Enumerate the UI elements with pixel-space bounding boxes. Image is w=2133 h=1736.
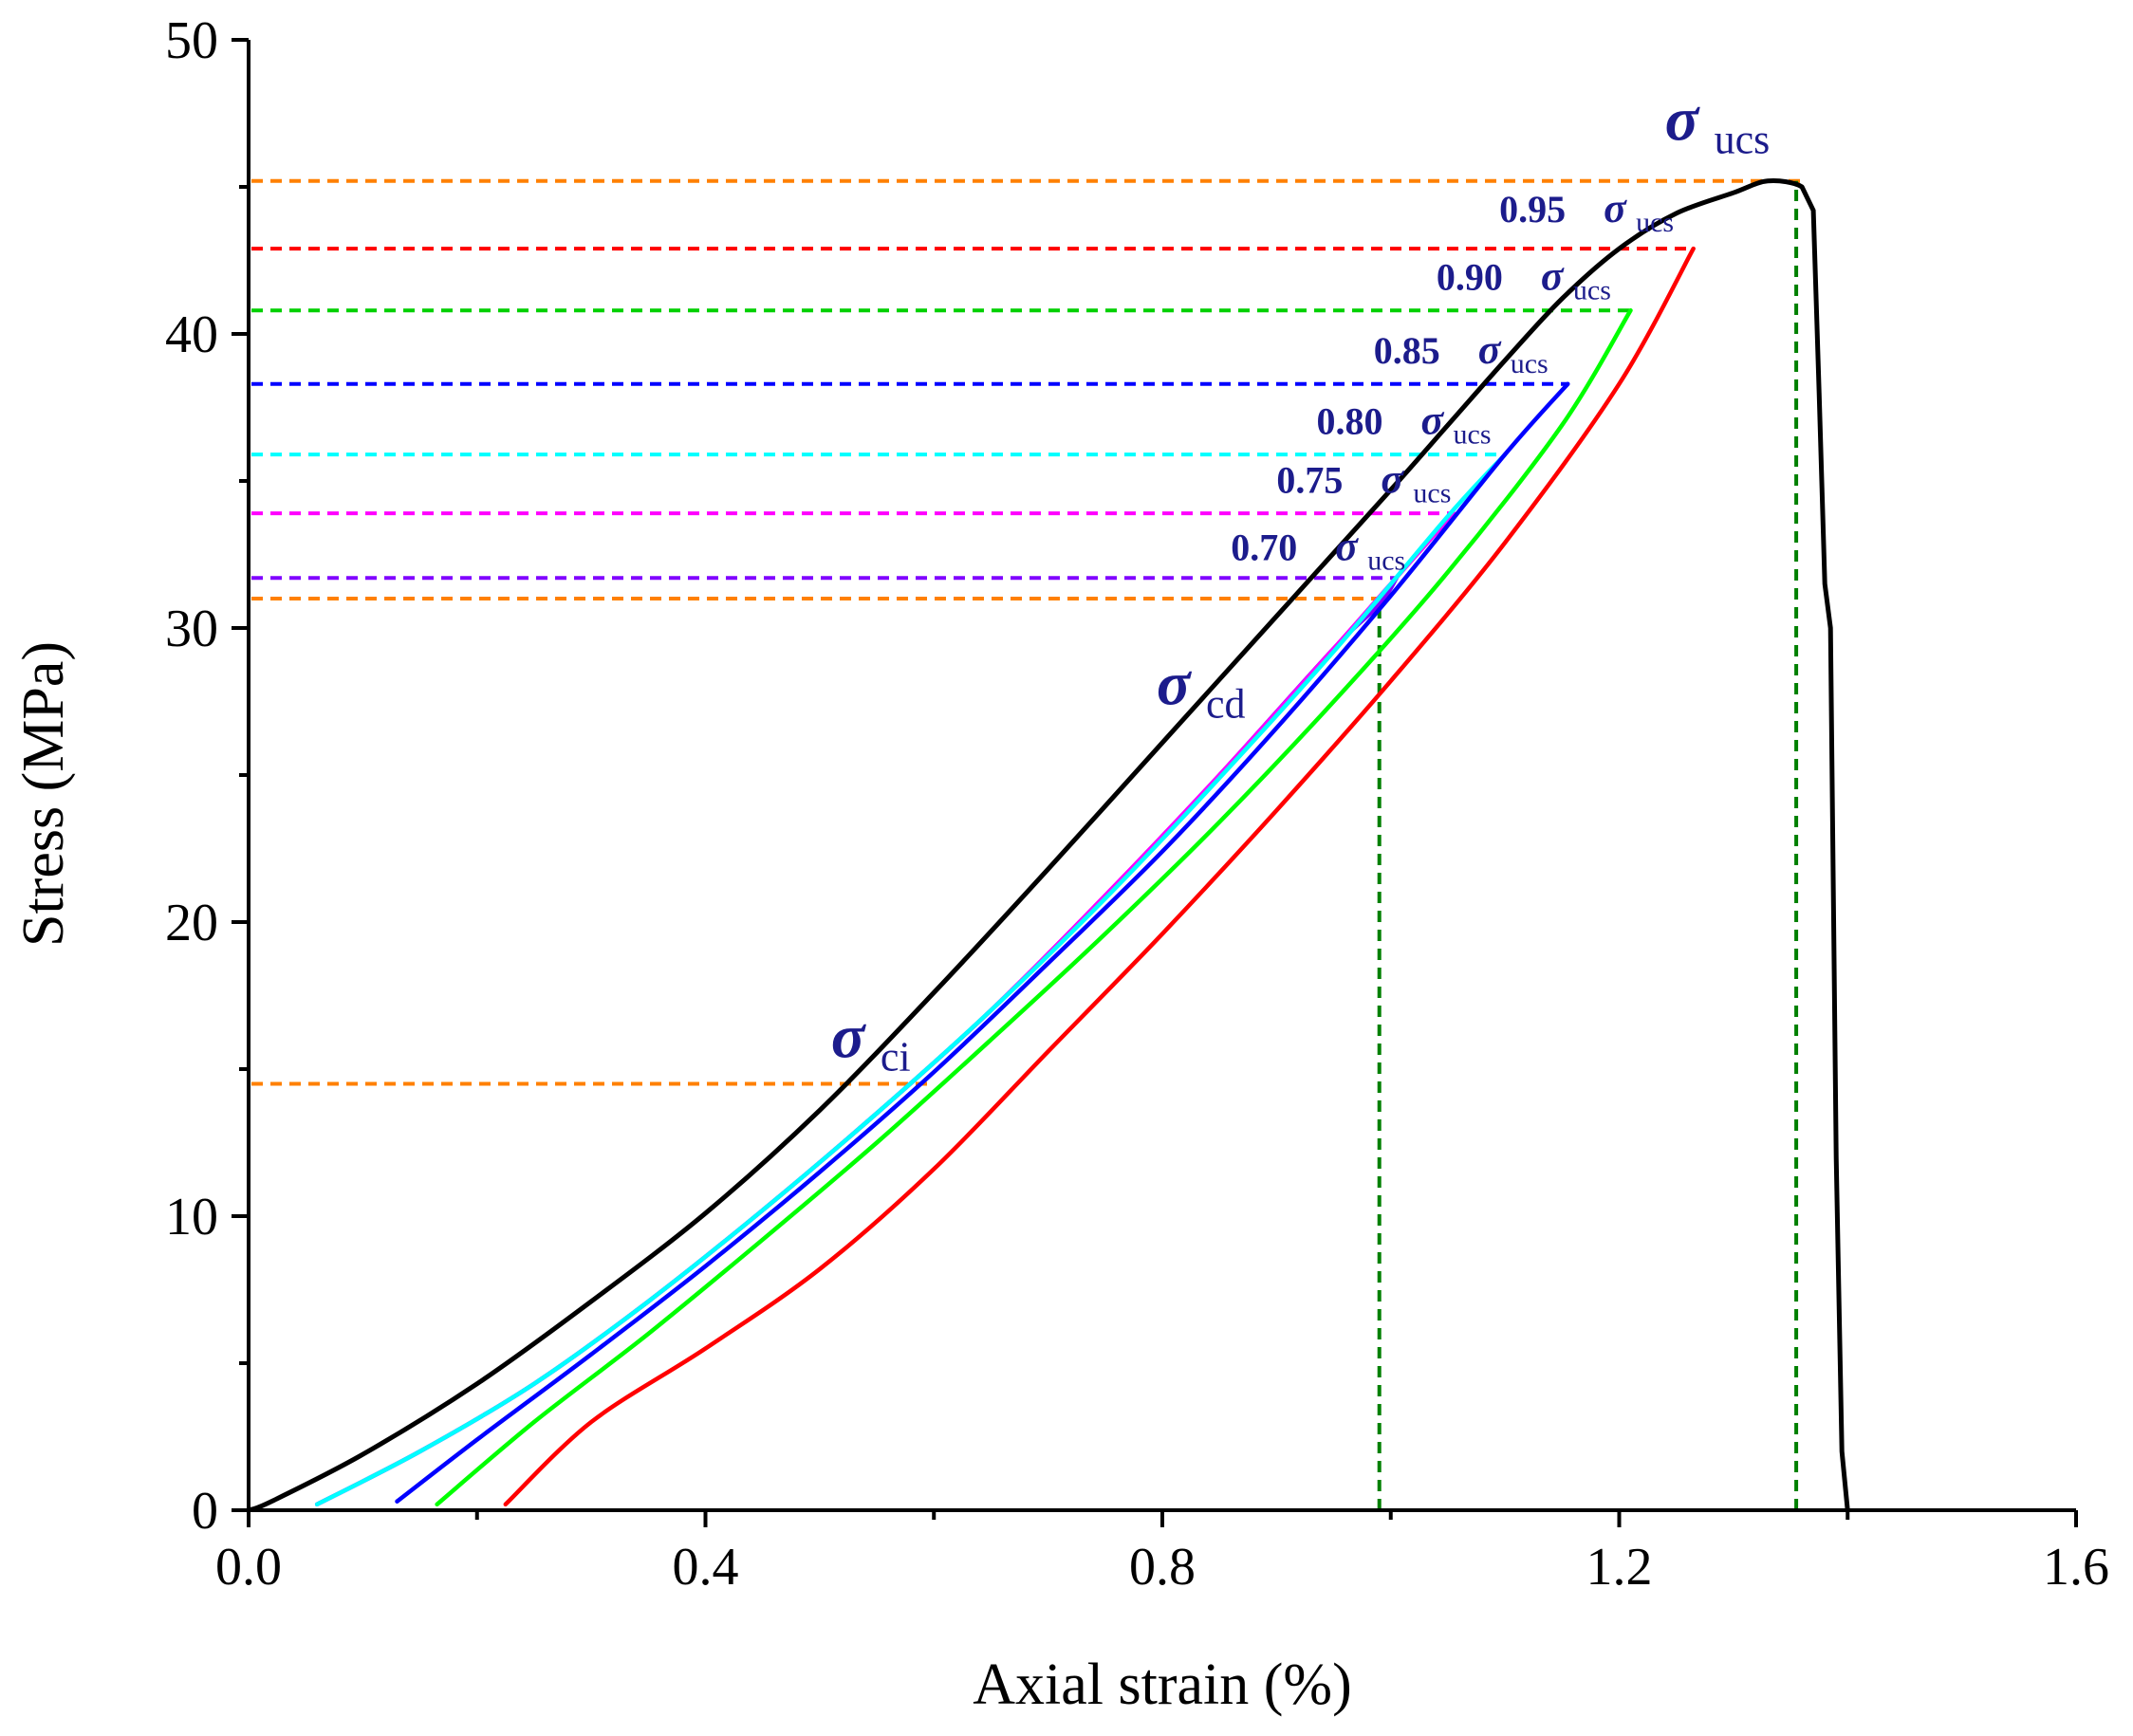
series-line-0 xyxy=(246,178,1850,1513)
annotation-sigma-ucs-0.70: 0.70 σ ucs xyxy=(1231,524,1405,577)
y-tick-label: 40 xyxy=(165,305,218,364)
annotation-sigma-ucs-0.85: 0.85 σ ucs xyxy=(1374,326,1549,379)
y-tick-label: 0 xyxy=(192,1482,218,1541)
series-line-2 xyxy=(435,307,1633,1507)
reference-lines xyxy=(251,178,1803,1510)
series-line-3 xyxy=(395,381,1570,1504)
y-tick-label: 30 xyxy=(165,600,218,658)
annotation-sigma-ucs: σ ucs xyxy=(1665,84,1771,162)
sigma-subscript: cd xyxy=(1206,681,1246,728)
sigma-symbol: σ xyxy=(1421,397,1445,443)
y-tick-label: 10 xyxy=(165,1188,218,1247)
sigma-subscript: ci xyxy=(881,1034,911,1080)
y-tick-label: 50 xyxy=(165,11,218,70)
annotation-sigma-ci: σ ci xyxy=(831,1003,911,1080)
annotation-sigma-ucs-0.90: 0.90 σ ucs xyxy=(1437,253,1611,306)
annotation-coefficient: 0.85 xyxy=(1374,329,1440,372)
sigma-symbol: σ xyxy=(1541,253,1565,300)
sigma-subscript: ucs xyxy=(1511,348,1549,379)
axes: 0.0 0.4 0.8 1.2 1.6 0 10 20 30 40 50 xyxy=(165,11,2109,1597)
sigma-subscript: ucs xyxy=(1573,275,1611,306)
sigma-symbol: σ xyxy=(831,1003,867,1072)
sigma-symbol: σ xyxy=(1665,84,1701,154)
annotation-sigma-cd: σ cd xyxy=(1157,650,1246,728)
series-lines xyxy=(246,178,1850,1513)
x-axis-title: Axial strain (%) xyxy=(973,1653,1351,1717)
y-tick-label: 20 xyxy=(165,894,218,952)
series-line-4 xyxy=(314,452,1508,1507)
annotation-coefficient: 0.80 xyxy=(1317,399,1383,442)
x-tick-label: 0.4 xyxy=(673,1538,739,1597)
series-line-5 xyxy=(314,510,1456,1507)
y-axis-title: Stress (MPa) xyxy=(11,641,76,947)
sigma-symbol: σ xyxy=(1381,455,1404,502)
sigma-subscript: ucs xyxy=(1367,545,1405,577)
sigma-symbol: σ xyxy=(1478,326,1502,373)
annotation-sigma-ucs-0.80: 0.80 σ ucs xyxy=(1317,397,1492,450)
series-line-1 xyxy=(503,246,1696,1507)
x-tick-label: 1.6 xyxy=(2043,1538,2109,1597)
annotation-coefficient: 0.90 xyxy=(1437,256,1503,299)
annotation-coefficient: 0.95 xyxy=(1499,188,1566,231)
sigma-subscript: ucs xyxy=(1636,207,1674,238)
sigma-subscript: ucs xyxy=(1413,477,1451,508)
sigma-symbol: σ xyxy=(1335,524,1359,570)
annotation-coefficient: 0.75 xyxy=(1276,458,1343,501)
annotation-coefficient: 0.70 xyxy=(1231,526,1297,569)
x-tick-label: 0.0 xyxy=(215,1538,282,1597)
sigma-symbol: σ xyxy=(1157,650,1193,719)
annotation-sigma-ucs-0.75: 0.75 σ ucs xyxy=(1276,455,1451,508)
x-tick-label: 0.8 xyxy=(1129,1538,1196,1597)
annotation-sigma-ucs-0.95: 0.95 σ ucs xyxy=(1499,185,1674,238)
x-tick-label: 1.2 xyxy=(1586,1538,1653,1597)
sigma-subscript: ucs xyxy=(1715,116,1771,162)
sigma-symbol: σ xyxy=(1604,185,1627,231)
sigma-subscript: ucs xyxy=(1454,418,1492,450)
